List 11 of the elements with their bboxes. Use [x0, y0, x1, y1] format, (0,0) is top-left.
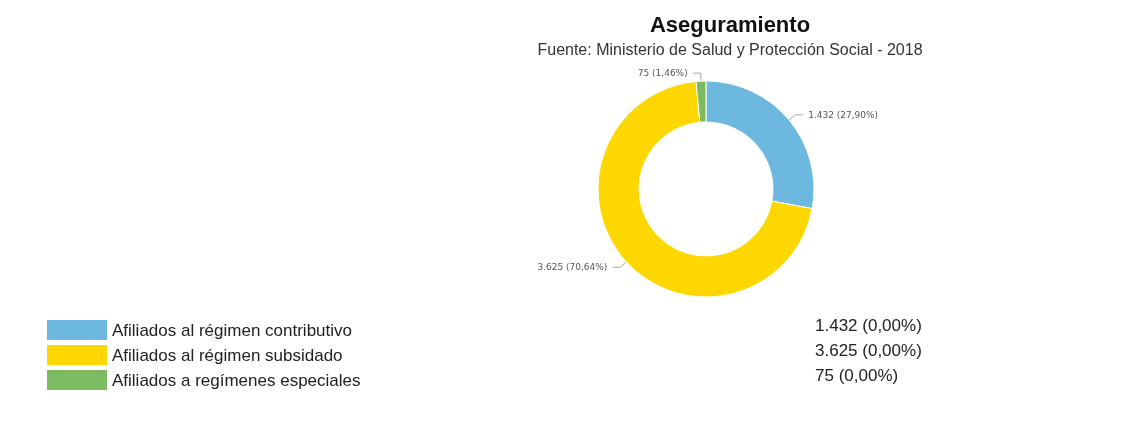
- chart-subtitle: Fuente: Ministerio de Salud y Protección Social - 2018: [537, 40, 923, 58]
- legend-label: Afiliados a regímenes especiales: [112, 370, 361, 390]
- data-label: 75 (1,46%): [637, 68, 688, 79]
- chart-title: Aseguramiento: [649, 11, 811, 37]
- data-label: 3.625 (70,64%): [537, 262, 608, 273]
- text: 1.432 (0,00%): [815, 316, 922, 335]
- text: 75 (0,00%): [815, 366, 899, 385]
- legend-label: Afiliados al régimen subsidado: [112, 345, 343, 365]
- legend-label: Afiliados al régimen contributivo: [112, 320, 353, 340]
- data-label: 1.432 (27,90%): [808, 109, 879, 120]
- text: 3.625 (0,00%): [815, 341, 922, 360]
